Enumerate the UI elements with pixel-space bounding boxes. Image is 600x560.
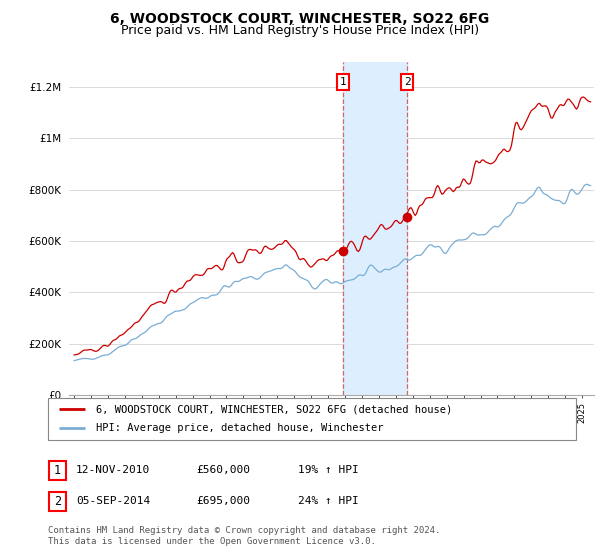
Text: £695,000: £695,000	[196, 496, 250, 506]
Text: 2: 2	[54, 494, 61, 508]
Text: 24% ↑ HPI: 24% ↑ HPI	[298, 496, 359, 506]
Text: 1: 1	[54, 464, 61, 477]
Text: 2: 2	[404, 77, 410, 87]
Bar	[343, 62, 407, 395]
Text: HPI: Average price, detached house, Winchester: HPI: Average price, detached house, Winc…	[95, 423, 383, 433]
Text: Price paid vs. HM Land Registry's House Price Index (HPI): Price paid vs. HM Land Registry's House …	[121, 24, 479, 36]
Text: 6, WOODSTOCK COURT, WINCHESTER, SO22 6FG (detached house): 6, WOODSTOCK COURT, WINCHESTER, SO22 6FG…	[95, 404, 452, 414]
Text: 1: 1	[340, 77, 346, 87]
Text: £560,000: £560,000	[196, 465, 250, 475]
Text: 12-NOV-2010: 12-NOV-2010	[76, 465, 151, 475]
Text: 19% ↑ HPI: 19% ↑ HPI	[298, 465, 359, 475]
Text: 05-SEP-2014: 05-SEP-2014	[76, 496, 151, 506]
Text: Contains HM Land Registry data © Crown copyright and database right 2024.
This d: Contains HM Land Registry data © Crown c…	[48, 526, 440, 546]
Text: 6, WOODSTOCK COURT, WINCHESTER, SO22 6FG: 6, WOODSTOCK COURT, WINCHESTER, SO22 6FG	[110, 12, 490, 26]
